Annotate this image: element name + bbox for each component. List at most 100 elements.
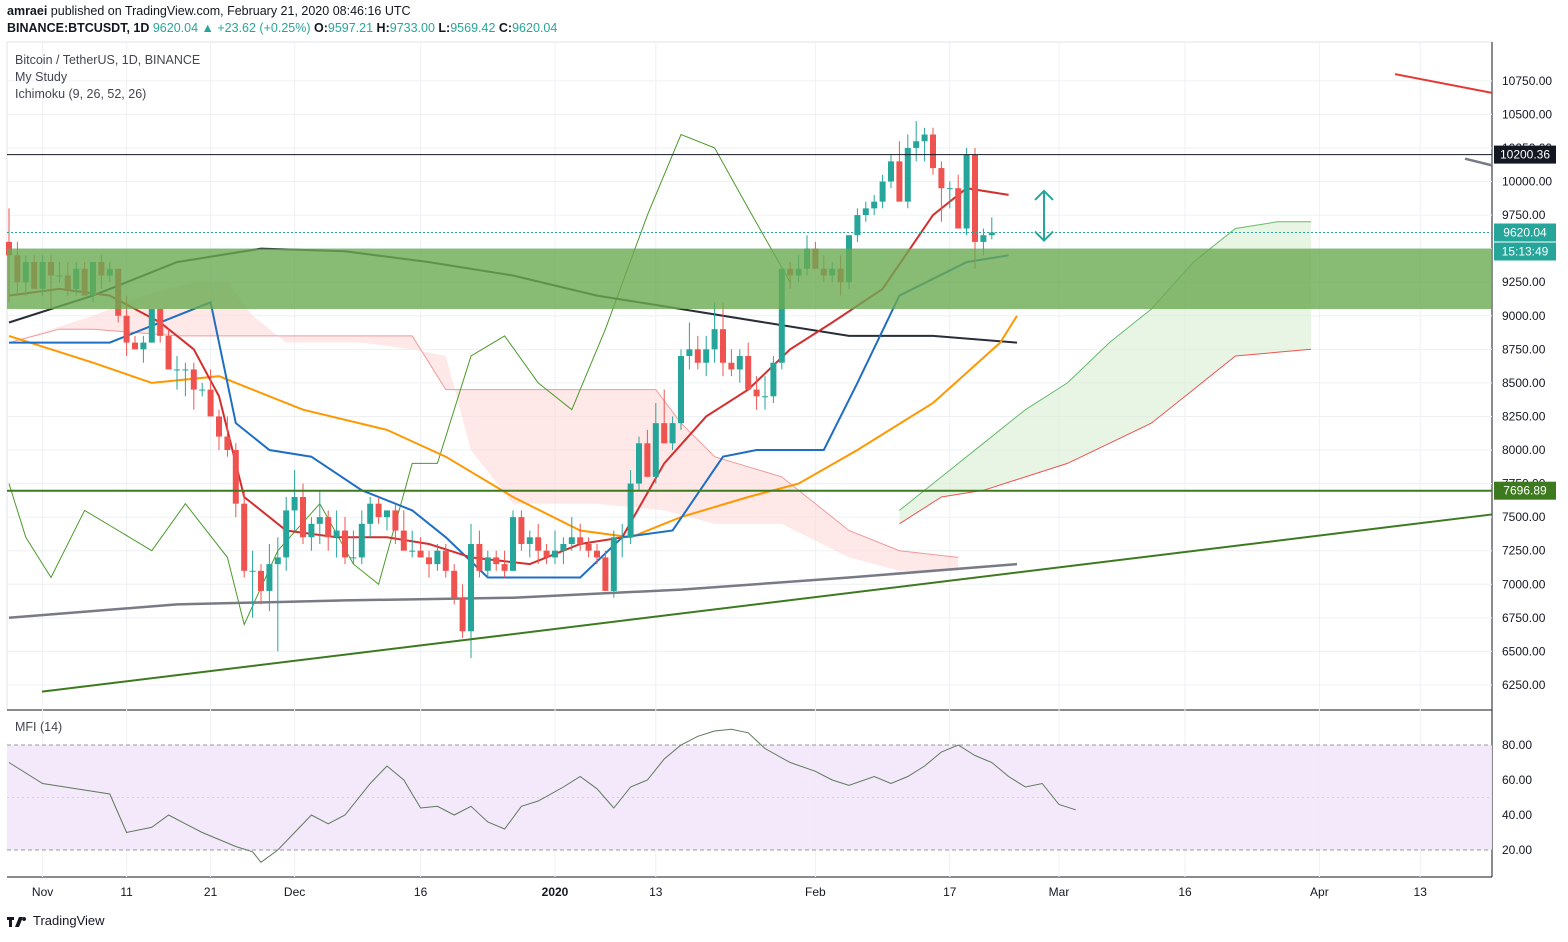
- y-tick-label: 10500.00: [1502, 107, 1552, 121]
- mfi-line: [8, 728, 1076, 863]
- candle-body: [644, 443, 651, 477]
- candle-body: [518, 517, 525, 544]
- y-tick-label: 6250.00: [1502, 678, 1546, 692]
- candle-body: [879, 181, 886, 202]
- x-tick-label: Apr: [1310, 885, 1329, 899]
- x-tick-label: Mar: [1049, 885, 1070, 899]
- candle-body: [594, 550, 600, 558]
- legend-study[interactable]: My Study: [15, 70, 68, 84]
- candle-body: [988, 232, 995, 236]
- mfi-tick-label: 60.00: [1502, 773, 1532, 787]
- candle-body: [459, 597, 466, 632]
- demand-zone: [7, 248, 1492, 310]
- axes: 6250.00 6500.00 6750.00 7000.00 7250.00 7500.…: [32, 74, 1556, 899]
- candle-body: [669, 423, 676, 444]
- l-value: 9569.42: [450, 21, 496, 35]
- l-label: L:: [438, 21, 451, 35]
- candle-body: [963, 154, 970, 229]
- last-price-tag-text: 9620.04: [1503, 226, 1547, 240]
- resistance-price-tag-text: 10200.36: [1500, 148, 1550, 162]
- author[interactable]: amraei: [7, 4, 48, 18]
- candle-body: [140, 342, 147, 350]
- candle-body: [174, 369, 180, 371]
- senkou-span-b-future: [899, 348, 1312, 525]
- drawings: [7, 73, 1493, 693]
- candle-body: [535, 537, 542, 551]
- candle-body: [946, 188, 953, 190]
- candle-body: [568, 537, 575, 544]
- candle-body: [661, 423, 668, 444]
- candle-body: [123, 315, 130, 343]
- candle-body: [274, 557, 281, 565]
- candle-body: [720, 329, 726, 363]
- c-value: 9620.04: [512, 21, 558, 35]
- candle-body: [392, 510, 399, 531]
- mfi-tick-label: 20.00: [1502, 843, 1532, 857]
- y-tick-label: 10750.00: [1502, 74, 1552, 88]
- footer: TradingView: [7, 913, 105, 928]
- candle-body: [678, 356, 684, 424]
- senkou-span-a-future: [899, 221, 1311, 511]
- legend-mfi[interactable]: MFI (14): [15, 720, 63, 734]
- x-tick-label: 21: [204, 885, 218, 899]
- legend-ichimoku[interactable]: Ichimoku (9, 26, 52, 26): [15, 87, 147, 101]
- support-price-tag-bg: [1494, 481, 1556, 500]
- candle-body: [543, 550, 550, 558]
- ascending-trendline: [41, 513, 1493, 693]
- x-tick-label: Dec: [284, 885, 305, 899]
- candle-body: [468, 543, 474, 632]
- ohlc-bar: BINANCE:BTCUSDT, 1D 9620.04 ▲ +23.62 (+0…: [7, 21, 557, 35]
- candle-body: [745, 356, 752, 390]
- candle-body: [980, 235, 987, 242]
- candle-body: [493, 557, 500, 565]
- mfi-pane: [7, 728, 1492, 863]
- candle-body: [350, 557, 357, 559]
- x-tick-label: 2020: [542, 885, 569, 899]
- y-tick-label: 7500.00: [1502, 510, 1546, 524]
- candle-body: [728, 362, 735, 370]
- y-tick-label: 7250.00: [1502, 544, 1546, 558]
- candle-body: [921, 134, 928, 142]
- resistance-price-tag-bg: [1494, 145, 1556, 164]
- y-tick-label: 6500.00: [1502, 644, 1546, 658]
- candle-body: [510, 517, 516, 571]
- publish-info: amraei published on TradingView.com, Feb…: [7, 4, 411, 18]
- o-label: O:: [313, 21, 328, 35]
- y-tick-label: 6750.00: [1502, 611, 1546, 625]
- y-tick-label: 9000.00: [1502, 309, 1546, 323]
- candle-body: [552, 550, 558, 558]
- candle-body: [703, 349, 710, 363]
- legend-title[interactable]: Bitcoin / TetherUS, 1D, BINANCE: [15, 53, 201, 67]
- candle-body: [384, 510, 390, 518]
- support-price-tag-text: 7696.89: [1503, 484, 1547, 498]
- candle-body: [610, 537, 617, 591]
- range-arrow-up-icon: [1034, 189, 1054, 201]
- candle-body: [241, 503, 248, 571]
- y-tick-label: 8000.00: [1502, 443, 1546, 457]
- candle-body: [232, 450, 239, 504]
- descending-trendline: [1394, 73, 1493, 94]
- candle-body: [753, 389, 760, 397]
- ichimoku-cloud-bearish: [9, 282, 959, 571]
- y-tick-label: 7000.00: [1502, 577, 1546, 591]
- mfi-tick-label: 40.00: [1502, 808, 1532, 822]
- c-label: C:: [498, 21, 513, 35]
- chikou-span: [8, 133, 791, 627]
- candle-body: [132, 342, 138, 350]
- candle-body: [426, 557, 432, 565]
- candle-body: [854, 215, 861, 236]
- candle-body: [762, 396, 768, 398]
- h-label: H:: [376, 21, 390, 35]
- candle-body: [434, 550, 441, 565]
- candle-body: [417, 550, 424, 558]
- footer-brand[interactable]: TradingView: [33, 913, 105, 928]
- candle-body: [442, 550, 449, 571]
- countdown-tag-text: 15:13:49: [1502, 245, 1549, 259]
- candle-body: [157, 309, 164, 336]
- last-price: 9620.04: [152, 21, 199, 35]
- tenkan-sen: [8, 187, 1009, 566]
- candle-body: [484, 557, 491, 571]
- candle-body: [367, 503, 374, 524]
- candle-body: [736, 356, 743, 370]
